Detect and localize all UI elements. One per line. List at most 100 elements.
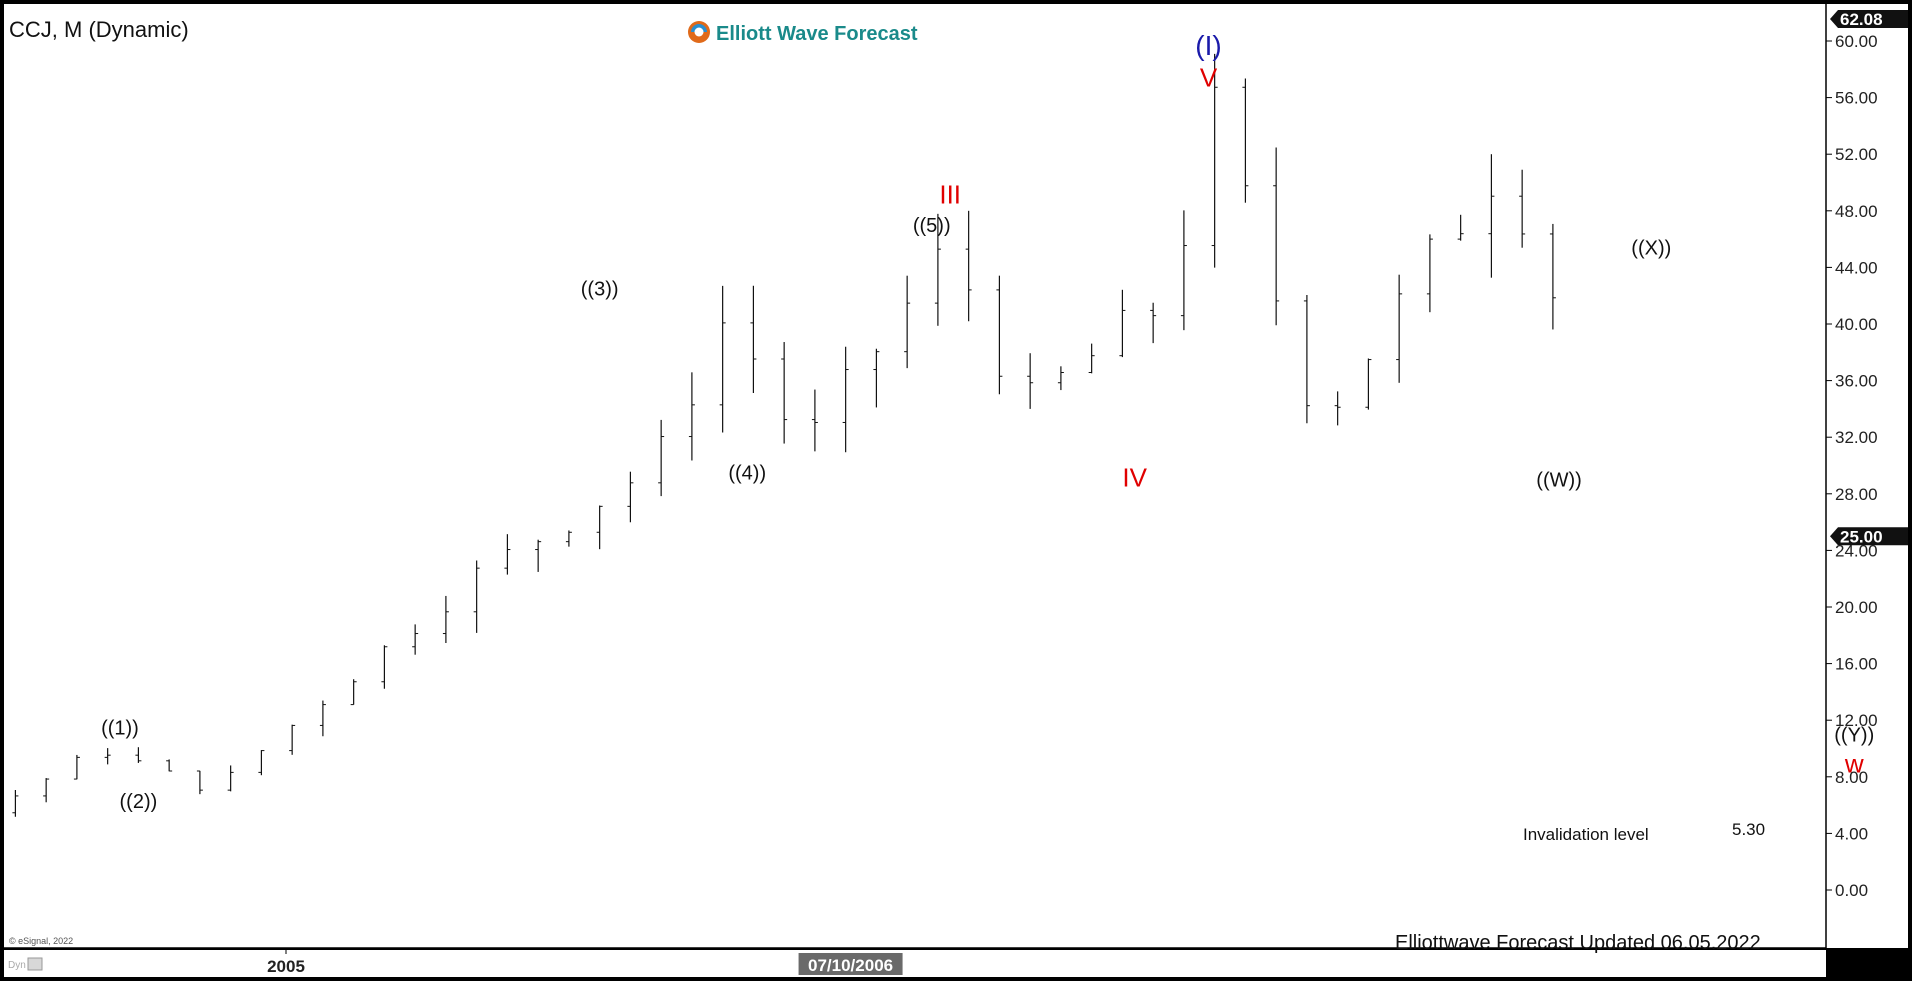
wave-label: ((W)) xyxy=(1536,470,1582,492)
price-bar xyxy=(658,419,665,497)
price-bar xyxy=(1119,289,1126,358)
price-bar xyxy=(412,624,419,655)
price-bar xyxy=(1088,343,1095,374)
wave-label: ((X)) xyxy=(1631,238,1671,260)
price-bar xyxy=(719,285,726,433)
brand-logo: Elliott Wave Forecast xyxy=(688,21,918,45)
price-bar xyxy=(1211,53,1218,268)
cursor-date-tag: 07/10/2006 xyxy=(798,953,903,975)
price-bar xyxy=(1488,154,1495,278)
price-tick-label: 4.00 xyxy=(1835,824,1868,843)
price-axis-labels: 0.00 4.00 8.00 12.00 16.00 20.00 24.00 28.00 32.… xyxy=(1826,10,1908,900)
price-bar xyxy=(1303,295,1310,424)
invalidation-label: Invalidation level xyxy=(1523,825,1649,844)
price-tick-label: 28.00 xyxy=(1835,485,1878,504)
price-bar xyxy=(196,770,203,795)
wave-label: w xyxy=(1844,749,1864,779)
wave-label: ((2)) xyxy=(120,791,158,813)
corner-tag: Dyn xyxy=(8,960,26,971)
price-tick-label: 48.00 xyxy=(1835,202,1878,221)
price-bar xyxy=(473,560,480,633)
price-bar xyxy=(1549,223,1556,330)
price-tick-label: 60.00 xyxy=(1835,32,1878,51)
price-tick-label: 0.00 xyxy=(1835,881,1868,900)
copyright-text: © eSignal, 2022 xyxy=(9,936,73,946)
price-bar xyxy=(1396,274,1403,383)
time-axis[interactable] xyxy=(4,950,1826,977)
price-tick-label: 20.00 xyxy=(1835,598,1878,617)
price-bar xyxy=(842,346,849,453)
price-bar xyxy=(1057,366,1064,391)
price-tag-label: 25.00 xyxy=(1840,527,1883,546)
price-bar xyxy=(1365,358,1372,410)
price-bar xyxy=(1519,169,1526,248)
price-bar xyxy=(73,754,80,780)
symbol-title: CCJ, M (Dynamic) xyxy=(9,17,189,42)
price-bar xyxy=(227,765,234,792)
price-bars xyxy=(12,53,1556,817)
price-tag: 25.00 xyxy=(1830,527,1908,546)
price-bar xyxy=(1150,302,1157,344)
wave-label: ((5)) xyxy=(913,215,951,237)
price-tick-label: 36.00 xyxy=(1835,372,1878,391)
price-bar xyxy=(1242,78,1249,203)
corner-icon[interactable] xyxy=(27,957,43,971)
price-bar xyxy=(1457,214,1464,241)
price-tick-label: 12.00 xyxy=(1835,711,1878,730)
price-bar xyxy=(1027,353,1034,409)
price-bar xyxy=(135,747,142,763)
price-bar xyxy=(1334,391,1341,426)
wave-label: ((1)) xyxy=(101,717,139,739)
price-bar xyxy=(319,700,326,737)
time-axis-labels: 200520102015202007/10/2006 xyxy=(267,948,903,976)
price-bar xyxy=(166,759,173,772)
price-bar xyxy=(504,534,511,575)
price-bar xyxy=(965,210,972,322)
price-axis[interactable] xyxy=(1826,4,1908,948)
cursor-date-label: 07/10/2006 xyxy=(808,956,893,975)
price-tick-label: 16.00 xyxy=(1835,655,1878,674)
price-tick-label: 52.00 xyxy=(1835,145,1878,164)
price-bar xyxy=(688,372,695,461)
price-tick-label: 44.00 xyxy=(1835,258,1878,277)
wave-label: V xyxy=(1200,62,1218,92)
wave-label: IV xyxy=(1122,463,1147,493)
wave-label: ((Y)) xyxy=(1834,724,1874,746)
brand-name: Elliott Wave Forecast xyxy=(716,23,918,45)
price-bar xyxy=(1273,147,1280,326)
wave-label: ((4)) xyxy=(728,463,766,485)
price-tick-label: 24.00 xyxy=(1835,541,1878,560)
price-bar xyxy=(904,275,911,369)
price-bar xyxy=(350,679,357,706)
price-bar xyxy=(12,789,19,817)
plot-area[interactable] xyxy=(4,4,1826,948)
price-bar xyxy=(1426,234,1433,313)
price-bar xyxy=(289,724,296,755)
price-tag: 62.08 xyxy=(1830,10,1908,29)
price-bar xyxy=(535,539,542,572)
wave-label: ((3)) xyxy=(581,279,619,301)
invalidation-value: 5.30 xyxy=(1732,820,1765,839)
wave-label: III xyxy=(939,180,961,210)
price-tick-label: 56.00 xyxy=(1835,89,1878,108)
price-tick-label: 8.00 xyxy=(1835,768,1868,787)
price-bar xyxy=(442,595,449,643)
price-bar xyxy=(627,471,634,523)
time-tick-label: 2005 xyxy=(267,957,305,976)
price-bar xyxy=(996,275,1003,395)
price-bar xyxy=(381,645,388,689)
price-bar xyxy=(565,530,572,547)
price-bar xyxy=(104,748,111,765)
updated-note: Elliottwave Forecast Updated 06.05.2022 xyxy=(1395,932,1761,954)
price-bar xyxy=(781,342,788,444)
price-bar xyxy=(596,505,603,550)
price-bar xyxy=(258,750,265,776)
price-bar xyxy=(934,213,941,326)
price-tick-label: 32.00 xyxy=(1835,428,1878,447)
price-tag-label: 62.08 xyxy=(1840,10,1883,29)
wave-label: (I) xyxy=(1195,30,1221,61)
chart-overlays: Invalidation level 5.30 xyxy=(1523,820,1765,844)
wave-labels: III((1))((2))((3))((4))((5))IIIIVV(I)((X… xyxy=(101,30,1874,813)
